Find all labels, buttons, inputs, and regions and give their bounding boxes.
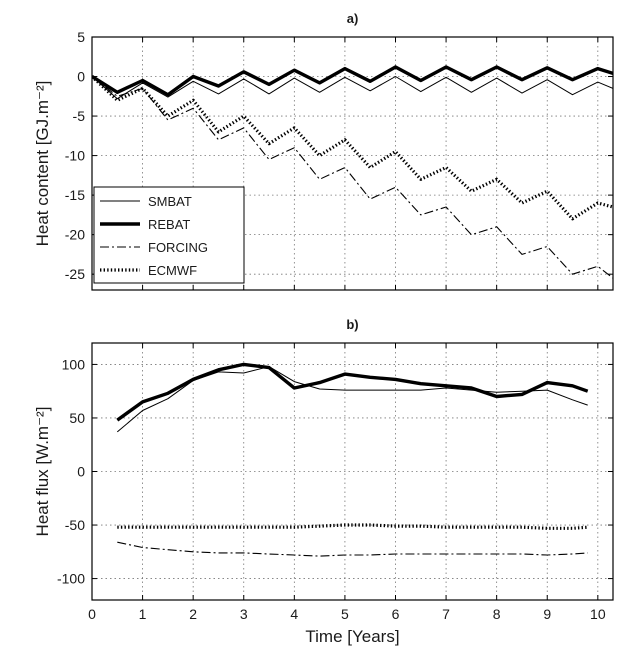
series-line-ecmwf (117, 523, 588, 530)
x-tick-label: 7 (442, 606, 450, 622)
legend-entry: FORCING (148, 240, 208, 255)
panel-b: b) 0 1 2 3 4 5 6 7 8 9 10 100 50 0 -50 -100 Heat flux [W.… (33, 317, 614, 646)
y-tick-label: -20 (65, 227, 85, 243)
x-tick-label: 9 (543, 606, 551, 622)
series-line-ecmwf (92, 75, 613, 221)
series-line-rebat (92, 65, 613, 97)
y-tick-label: -15 (65, 187, 85, 203)
y-tick-label: 0 (77, 69, 85, 85)
x-tick-label: 1 (139, 606, 147, 622)
legend-entry: SMBAT (148, 194, 192, 209)
x-axis-label: Time [Years] (305, 627, 399, 646)
x-tick-label: 2 (189, 606, 197, 622)
series-line-rebat (116, 362, 589, 422)
series-line-smbat (92, 76, 613, 100)
x-tick-label: 5 (341, 606, 349, 622)
y-tick-label: -5 (73, 108, 86, 124)
series-line-forcing (117, 541, 588, 557)
series-line-forcing (92, 76, 613, 279)
legend-entry: REBAT (148, 217, 190, 232)
y-tick-label: 0 (77, 464, 85, 480)
legend-entry: ECMWF (148, 263, 197, 278)
x-tick-label: 10 (590, 606, 606, 622)
y-tick-label: -25 (65, 266, 85, 282)
y-axis-label: Heat flux [W.m⁻²] (33, 407, 52, 537)
y-axis-label: Heat content [GJ.m⁻²] (33, 81, 52, 247)
y-tick-label: -100 (57, 571, 85, 587)
plot-frame (91, 36, 614, 291)
x-tick-label: 3 (240, 606, 248, 622)
y-tick-label: 100 (62, 356, 86, 372)
panel-a: a) 5 0 -5 -10 -15 -20 -25 Heat content [GJ.m⁻²] S… (33, 11, 614, 291)
plot-frame (91, 342, 614, 601)
x-tick-label: 4 (290, 606, 298, 622)
x-tick-label: 8 (493, 606, 501, 622)
legend-box (93, 186, 245, 284)
panel-title: b) (346, 317, 358, 332)
y-tick-label: -50 (65, 517, 85, 533)
y-tick-label: 5 (77, 29, 85, 45)
x-tick-label: 0 (88, 606, 96, 622)
y-tick-label: -10 (65, 148, 85, 164)
x-tick-label: 6 (392, 606, 400, 622)
y-tick-label: 50 (69, 410, 85, 426)
panel-title: a) (347, 11, 359, 26)
